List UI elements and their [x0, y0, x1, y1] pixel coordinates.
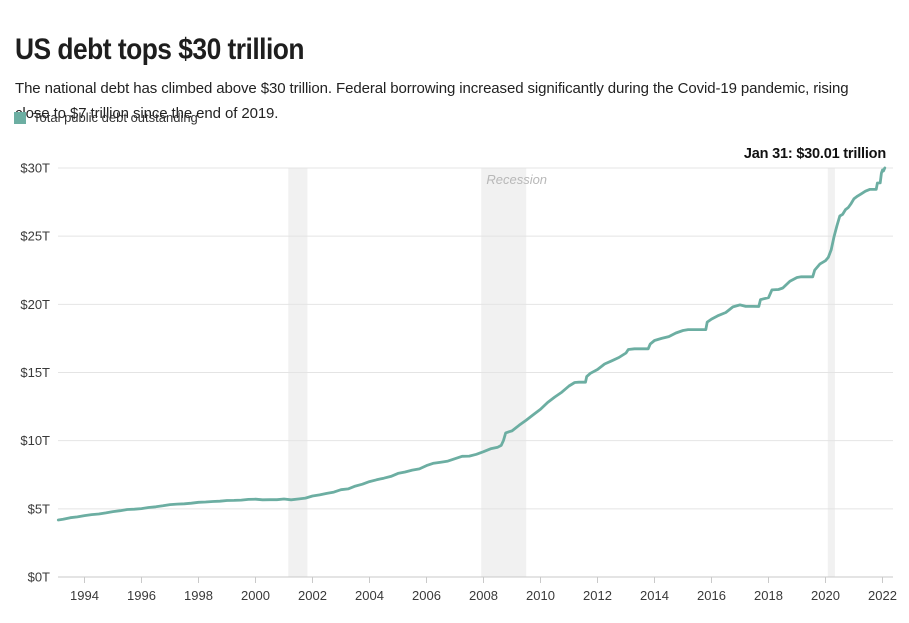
x-axis-label: 1996: [127, 588, 156, 603]
x-axis-label: 2016: [697, 588, 726, 603]
y-axis-label: $15T: [20, 365, 50, 380]
y-axis-label: $25T: [20, 229, 50, 244]
chart-subtitle: The national debt has climbed above $30 …: [15, 80, 849, 122]
x-axis-label: 1994: [70, 588, 99, 603]
x-axis-label: 2014: [640, 588, 669, 603]
y-axis-label: $30T: [20, 161, 50, 176]
y-axis-label: $10T: [20, 433, 50, 448]
x-axis-label: 1998: [184, 588, 213, 603]
chart-title: US debt tops $30 trillion: [15, 33, 304, 67]
x-axis-label: 2020: [811, 588, 840, 603]
x-axis-label: 2012: [583, 588, 612, 603]
recession-annotation: Recession: [486, 172, 547, 187]
y-axis-label: $20T: [20, 297, 50, 312]
debt-line: [56, 166, 887, 522]
x-axis-label: 2006: [412, 588, 441, 603]
legend: Total public debt outstanding: [14, 110, 198, 125]
x-axis-label: 2018: [754, 588, 783, 603]
x-axis-label: 2002: [298, 588, 327, 603]
x-axis-label: 2010: [526, 588, 555, 603]
y-axis-label: $5T: [28, 501, 50, 516]
x-axis-label: 2008: [469, 588, 498, 603]
legend-swatch-icon: [14, 111, 26, 124]
x-axis-label: 2022: [868, 588, 897, 603]
x-axis-label: 2004: [355, 588, 384, 603]
y-axis-label: $0T: [28, 570, 50, 585]
legend-label: Total public debt outstanding: [33, 110, 198, 125]
x-axis-label: 2000: [241, 588, 270, 603]
latest-value-annotation: Jan 31: $30.01 trillion: [743, 146, 886, 162]
